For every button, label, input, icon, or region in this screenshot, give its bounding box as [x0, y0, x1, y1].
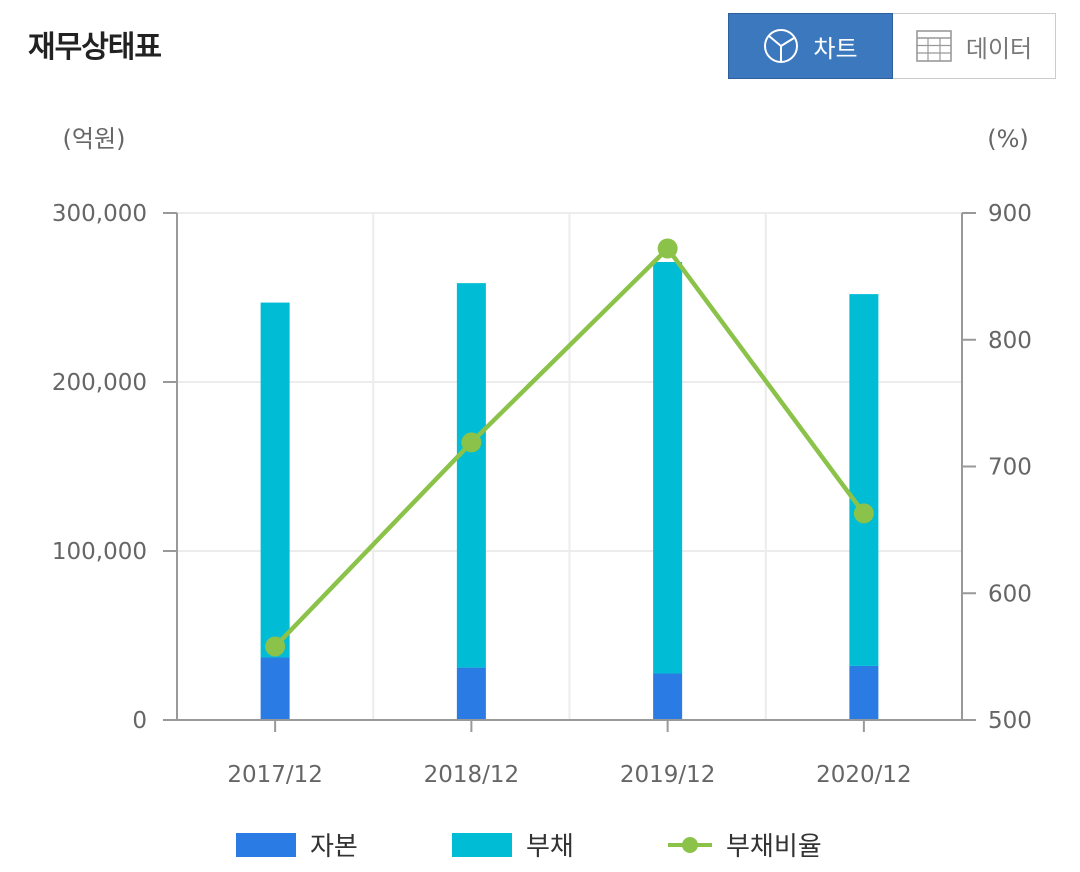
bar-equity-2019-12 [653, 673, 683, 720]
x-tick-label: 2020/12 [816, 762, 912, 788]
point-debt-ratio-2018-12 [461, 432, 482, 453]
right-axis-unit: (%) [987, 125, 1029, 153]
right-tick-label: 900 [988, 201, 1032, 227]
point-debt-ratio-2019-12 [657, 238, 678, 259]
right-tick-label: 600 [988, 581, 1032, 607]
left-tick-label: 100,000 [52, 539, 147, 565]
legend-item-equity[interactable]: 자본 [236, 826, 358, 863]
legend-label-debt-ratio: 부채비율 [726, 832, 822, 862]
left-tick-label: 0 [132, 708, 147, 734]
legend-label-debt: 부채 [526, 832, 574, 862]
legend-swatch-debt [452, 832, 512, 857]
pie-chart-icon [764, 29, 799, 63]
point-debt-ratio-2017-12 [265, 636, 286, 657]
bar-debt-2020-12 [849, 294, 879, 666]
table-icon [916, 30, 952, 62]
legend-swatch-equity [236, 832, 296, 857]
line-debt-ratio [273, 246, 866, 649]
bar-equity-2020-12 [849, 665, 879, 720]
x-tick-label: 2018/12 [424, 762, 520, 788]
left-axis-unit: (억원) [63, 125, 126, 153]
chart-view-label: 차트 [813, 34, 858, 63]
data-view-button[interactable]: 데이터 [893, 13, 1056, 79]
point-debt-ratio-2020-12 [853, 503, 874, 524]
right-tick-label: 800 [988, 328, 1032, 354]
bar-debt-2019-12 [653, 262, 683, 674]
chart-legend: 자본 부채 부채비율 [0, 826, 1080, 870]
legend-item-debt[interactable]: 부채 [452, 826, 574, 863]
legend-item-debt-ratio[interactable]: 부채비율 [668, 826, 822, 863]
x-tick-label: 2017/12 [227, 762, 323, 788]
legend-line-debt-ratio [668, 836, 712, 853]
right-tick-label: 500 [988, 708, 1032, 734]
financial-chart: 0 100,000 200,000 300,000 500 600 700 800 900 201… [52, 125, 1032, 788]
bar-equity-2017-12 [260, 657, 290, 720]
data-view-label: 데이터 [965, 34, 1033, 63]
view-toggle: 차트 데이터 [728, 13, 1056, 79]
chart-view-button[interactable]: 차트 [728, 13, 893, 79]
left-tick-label: 200,000 [52, 370, 147, 396]
x-tick-label: 2019/12 [620, 762, 716, 788]
page-title: 재무상태표 [28, 30, 162, 65]
bar-debt-2018-12 [456, 283, 486, 668]
left-tick-label: 300,000 [52, 201, 147, 227]
right-tick-label: 700 [988, 455, 1032, 481]
legend-label-equity: 자본 [310, 832, 358, 862]
bar-equity-2018-12 [456, 667, 486, 720]
bar-debt-2017-12 [260, 302, 290, 658]
